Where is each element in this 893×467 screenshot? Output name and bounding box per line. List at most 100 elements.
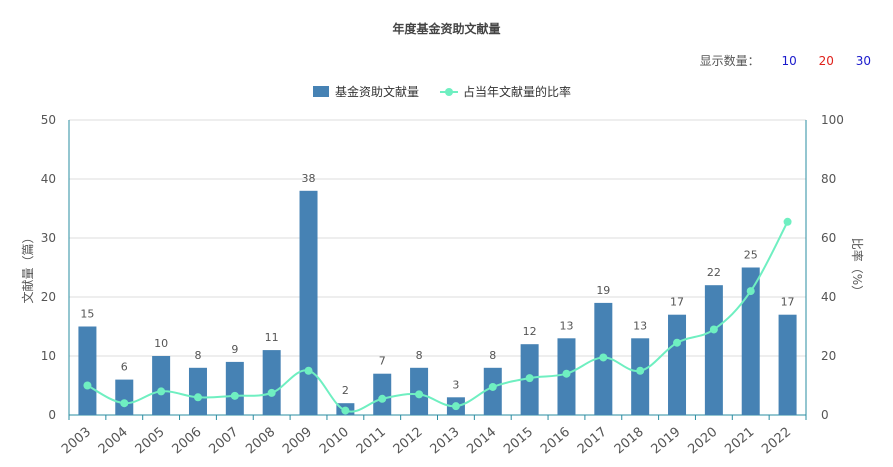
ratio-point	[488, 382, 497, 391]
y2-tick-label: 60	[821, 231, 836, 245]
bar	[778, 314, 797, 415]
y-tick-label: 10	[41, 349, 56, 363]
bar-value-label: 15	[80, 308, 94, 321]
x-tick-label: 2008	[243, 425, 278, 458]
x-tick-label: 2016	[538, 425, 573, 458]
bar	[483, 367, 502, 415]
y2-axis-title: 比率（%）	[850, 238, 865, 297]
x-tick-label: 2017	[575, 425, 610, 458]
ratio-point	[673, 338, 682, 347]
ratio-point	[746, 287, 755, 296]
bar-value-label: 8	[489, 349, 496, 362]
y2-tick-label: 20	[821, 349, 836, 363]
x-tick-label: 2018	[612, 425, 647, 458]
y2-tick-label: 40	[821, 290, 836, 304]
x-tick-label: 2022	[759, 425, 794, 458]
bar	[373, 373, 392, 415]
ratio-point	[230, 391, 239, 400]
y-tick-label: 40	[41, 172, 56, 186]
count-option-10[interactable]: 10	[781, 54, 797, 68]
y-tick-label: 0	[48, 408, 56, 422]
legend-bar-label: 基金资助文献量	[335, 84, 419, 99]
legend: 基金资助文献量 占当年文献量的比率	[313, 84, 571, 99]
bar	[741, 267, 760, 415]
x-tick-label: 2003	[59, 425, 94, 458]
bar	[225, 361, 244, 415]
bar	[262, 350, 281, 415]
x-tick-label: 2004	[96, 425, 131, 458]
x-tick-label: 2009	[280, 425, 315, 458]
x-tick-label: 2012	[391, 425, 426, 458]
count-option-30[interactable]: 30	[855, 54, 871, 68]
bar-value-label: 10	[154, 337, 168, 350]
y2-tick-label: 100	[821, 113, 844, 127]
ratio-point	[599, 353, 608, 362]
y-axis-title: 文献量（篇）	[20, 231, 35, 303]
bar-value-label: 22	[707, 266, 721, 279]
y-tick-label: 50	[41, 113, 56, 127]
legend-line-marker	[445, 88, 453, 96]
ratio-point	[709, 325, 718, 334]
y-tick-label: 30	[41, 231, 56, 245]
x-tick-label: 2006	[170, 425, 205, 458]
bar-value-label: 13	[559, 319, 573, 332]
bar-value-label: 3	[452, 378, 459, 391]
ratio-point	[636, 366, 645, 375]
ratio-point	[525, 374, 534, 383]
ratio-point	[193, 393, 202, 402]
ratio-point	[378, 394, 387, 403]
bar-value-label: 11	[265, 331, 279, 344]
display-count-label: 显示数量：	[699, 54, 760, 68]
ratio-point	[415, 390, 424, 399]
ratio-point	[562, 369, 571, 378]
bar-value-label: 9	[231, 343, 238, 356]
bar-value-label: 17	[670, 296, 684, 309]
x-tick-label: 2013	[428, 425, 463, 458]
bar-value-label: 19	[596, 284, 610, 297]
bar	[299, 190, 318, 415]
bar-value-label: 38	[302, 172, 316, 185]
x-tick-label: 2005	[133, 425, 168, 458]
bar	[78, 326, 97, 415]
x-tick-label: 2007	[206, 425, 241, 458]
x-tick-label: 2010	[317, 425, 352, 458]
x-tick-label: 2020	[685, 425, 720, 458]
ratio-point	[783, 217, 792, 226]
ratio-point	[451, 402, 460, 411]
line-series	[83, 217, 792, 415]
bar	[115, 379, 134, 415]
bar-value-label: 6	[121, 361, 128, 374]
ratio-point	[157, 387, 166, 396]
x-tick-label: 2011	[354, 425, 389, 458]
gridlines	[69, 119, 806, 357]
bar	[188, 367, 207, 415]
display-count-control: 显示数量： 10 20 30	[700, 52, 871, 69]
ratio-point	[341, 406, 350, 415]
x-tick-label: 2014	[464, 425, 499, 458]
y-tick-label: 20	[41, 290, 56, 304]
bar-value-label: 25	[744, 249, 758, 262]
chart-title: 年度基金资助文献量	[392, 22, 501, 36]
bar-value-label: 7	[379, 355, 386, 368]
ratio-point	[267, 388, 276, 397]
legend-line-label: 占当年文献量的比率	[463, 84, 571, 99]
bar-value-label: 2	[342, 384, 349, 397]
bar-value-label: 12	[523, 325, 537, 338]
x-tick-label: 2021	[722, 425, 757, 458]
x-tick-label: 2019	[649, 425, 684, 458]
ratio-point	[120, 399, 129, 408]
bar	[152, 356, 171, 415]
bar-value-label: 8	[194, 349, 201, 362]
bar-value-label: 8	[416, 349, 423, 362]
y2-tick-label: 80	[821, 172, 836, 186]
bar-value-label: 17	[781, 296, 795, 309]
bar-value-label: 13	[633, 319, 647, 332]
count-option-20[interactable]: 20	[818, 54, 834, 68]
ratio-point	[83, 381, 92, 390]
ratio-point	[304, 366, 313, 375]
bar	[668, 314, 687, 415]
